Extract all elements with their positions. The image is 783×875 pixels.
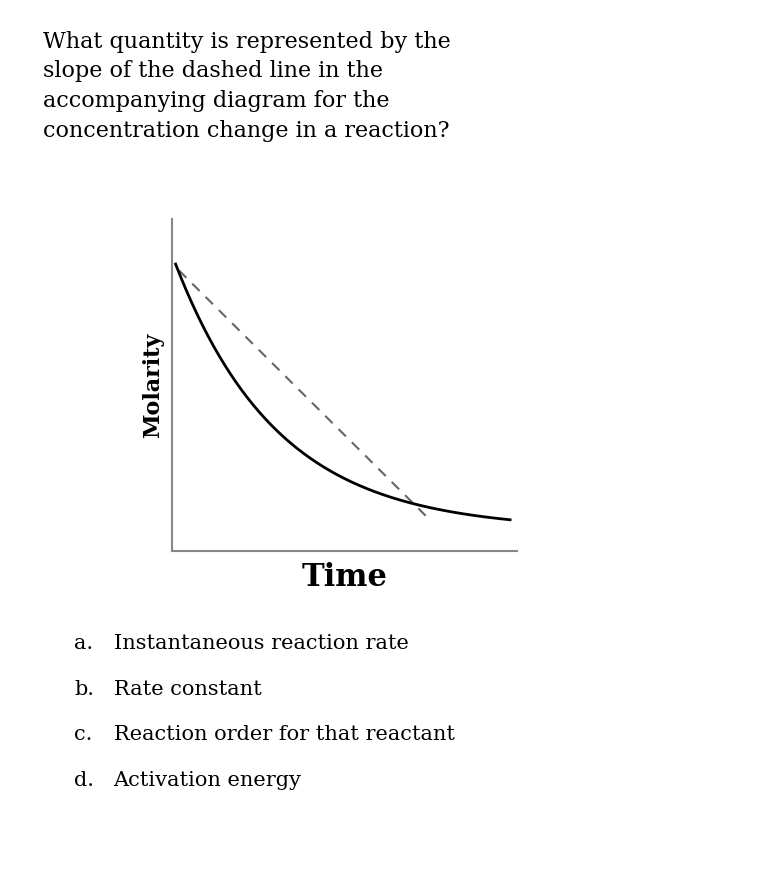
Text: c.: c. xyxy=(74,725,92,745)
Text: b.: b. xyxy=(74,680,95,699)
Text: Activation energy: Activation energy xyxy=(114,771,301,790)
Text: What quantity is represented by the
slope of the dashed line in the
accompanying: What quantity is represented by the slop… xyxy=(43,31,451,142)
Text: a.: a. xyxy=(74,634,93,654)
Text: d.: d. xyxy=(74,771,95,790)
Text: Reaction order for that reactant: Reaction order for that reactant xyxy=(114,725,455,745)
Text: Instantaneous reaction rate: Instantaneous reaction rate xyxy=(114,634,409,654)
Y-axis label: Molarity: Molarity xyxy=(142,332,164,438)
X-axis label: Time: Time xyxy=(301,563,388,593)
Text: Rate constant: Rate constant xyxy=(114,680,262,699)
